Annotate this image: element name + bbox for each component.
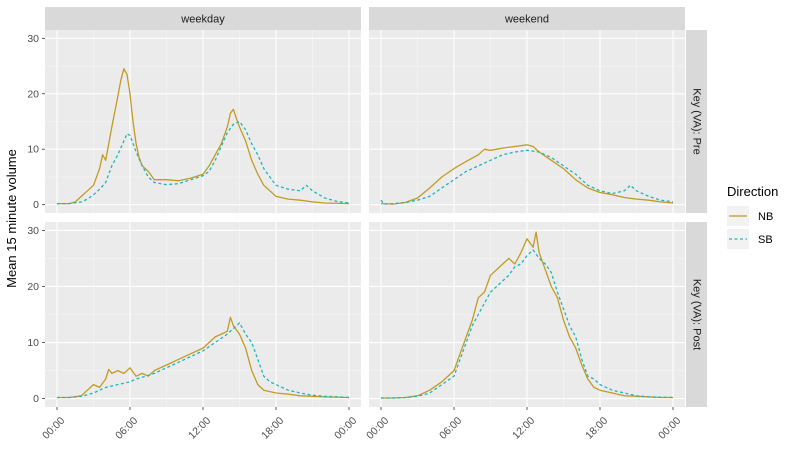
legend-key-background	[727, 229, 749, 249]
x-tick-label: 00:00	[364, 415, 391, 442]
legend-label: SB	[758, 234, 773, 246]
legend-title: Direction	[727, 184, 778, 199]
x-tick-label: 18:00	[259, 415, 286, 442]
x-tick-label: 06:00	[437, 415, 464, 442]
x-tick-label: 00:00	[40, 415, 67, 442]
series-line-nb	[380, 144, 674, 205]
y-tick-label: 20	[27, 88, 39, 100]
series-line-sb	[380, 149, 674, 205]
row-strip-label: Key (VA): Post	[691, 279, 703, 350]
x-tick-label: 00:00	[332, 415, 359, 442]
facet-strip-weekend	[369, 7, 685, 30]
row-strip	[686, 30, 707, 213]
y-tick-label: 10	[27, 144, 39, 156]
series-line-nb	[57, 316, 350, 399]
x-tick-label: 12:00	[186, 415, 213, 442]
series-line-nb	[381, 231, 673, 399]
facet-strip-weekday	[45, 7, 361, 30]
x-tick-label: 12:00	[510, 415, 537, 442]
x-tick-label: 18:00	[583, 415, 610, 442]
legend-label: NB	[758, 211, 773, 223]
y-tick-label: 10	[27, 337, 39, 349]
x-tick-label: 00:00	[656, 415, 683, 442]
x-tick-label: 06:00	[113, 415, 140, 442]
facet-strip-label: weekend	[504, 14, 549, 26]
y-tick-label: 0	[33, 199, 39, 211]
y-tick-label: 0	[33, 393, 39, 405]
y-tick-label: 30	[27, 225, 39, 237]
y-axis-title: Mean 15 minute volume	[4, 149, 19, 288]
row-strip-label: Key (VA): Pre	[691, 88, 703, 154]
y-tick-label: 20	[27, 281, 39, 293]
series-line-sb	[57, 120, 350, 205]
row-strip	[686, 222, 707, 407]
y-tick-label: 30	[27, 33, 39, 45]
facet-strip-label: weekday	[180, 14, 225, 26]
series-line-nb	[57, 68, 350, 205]
